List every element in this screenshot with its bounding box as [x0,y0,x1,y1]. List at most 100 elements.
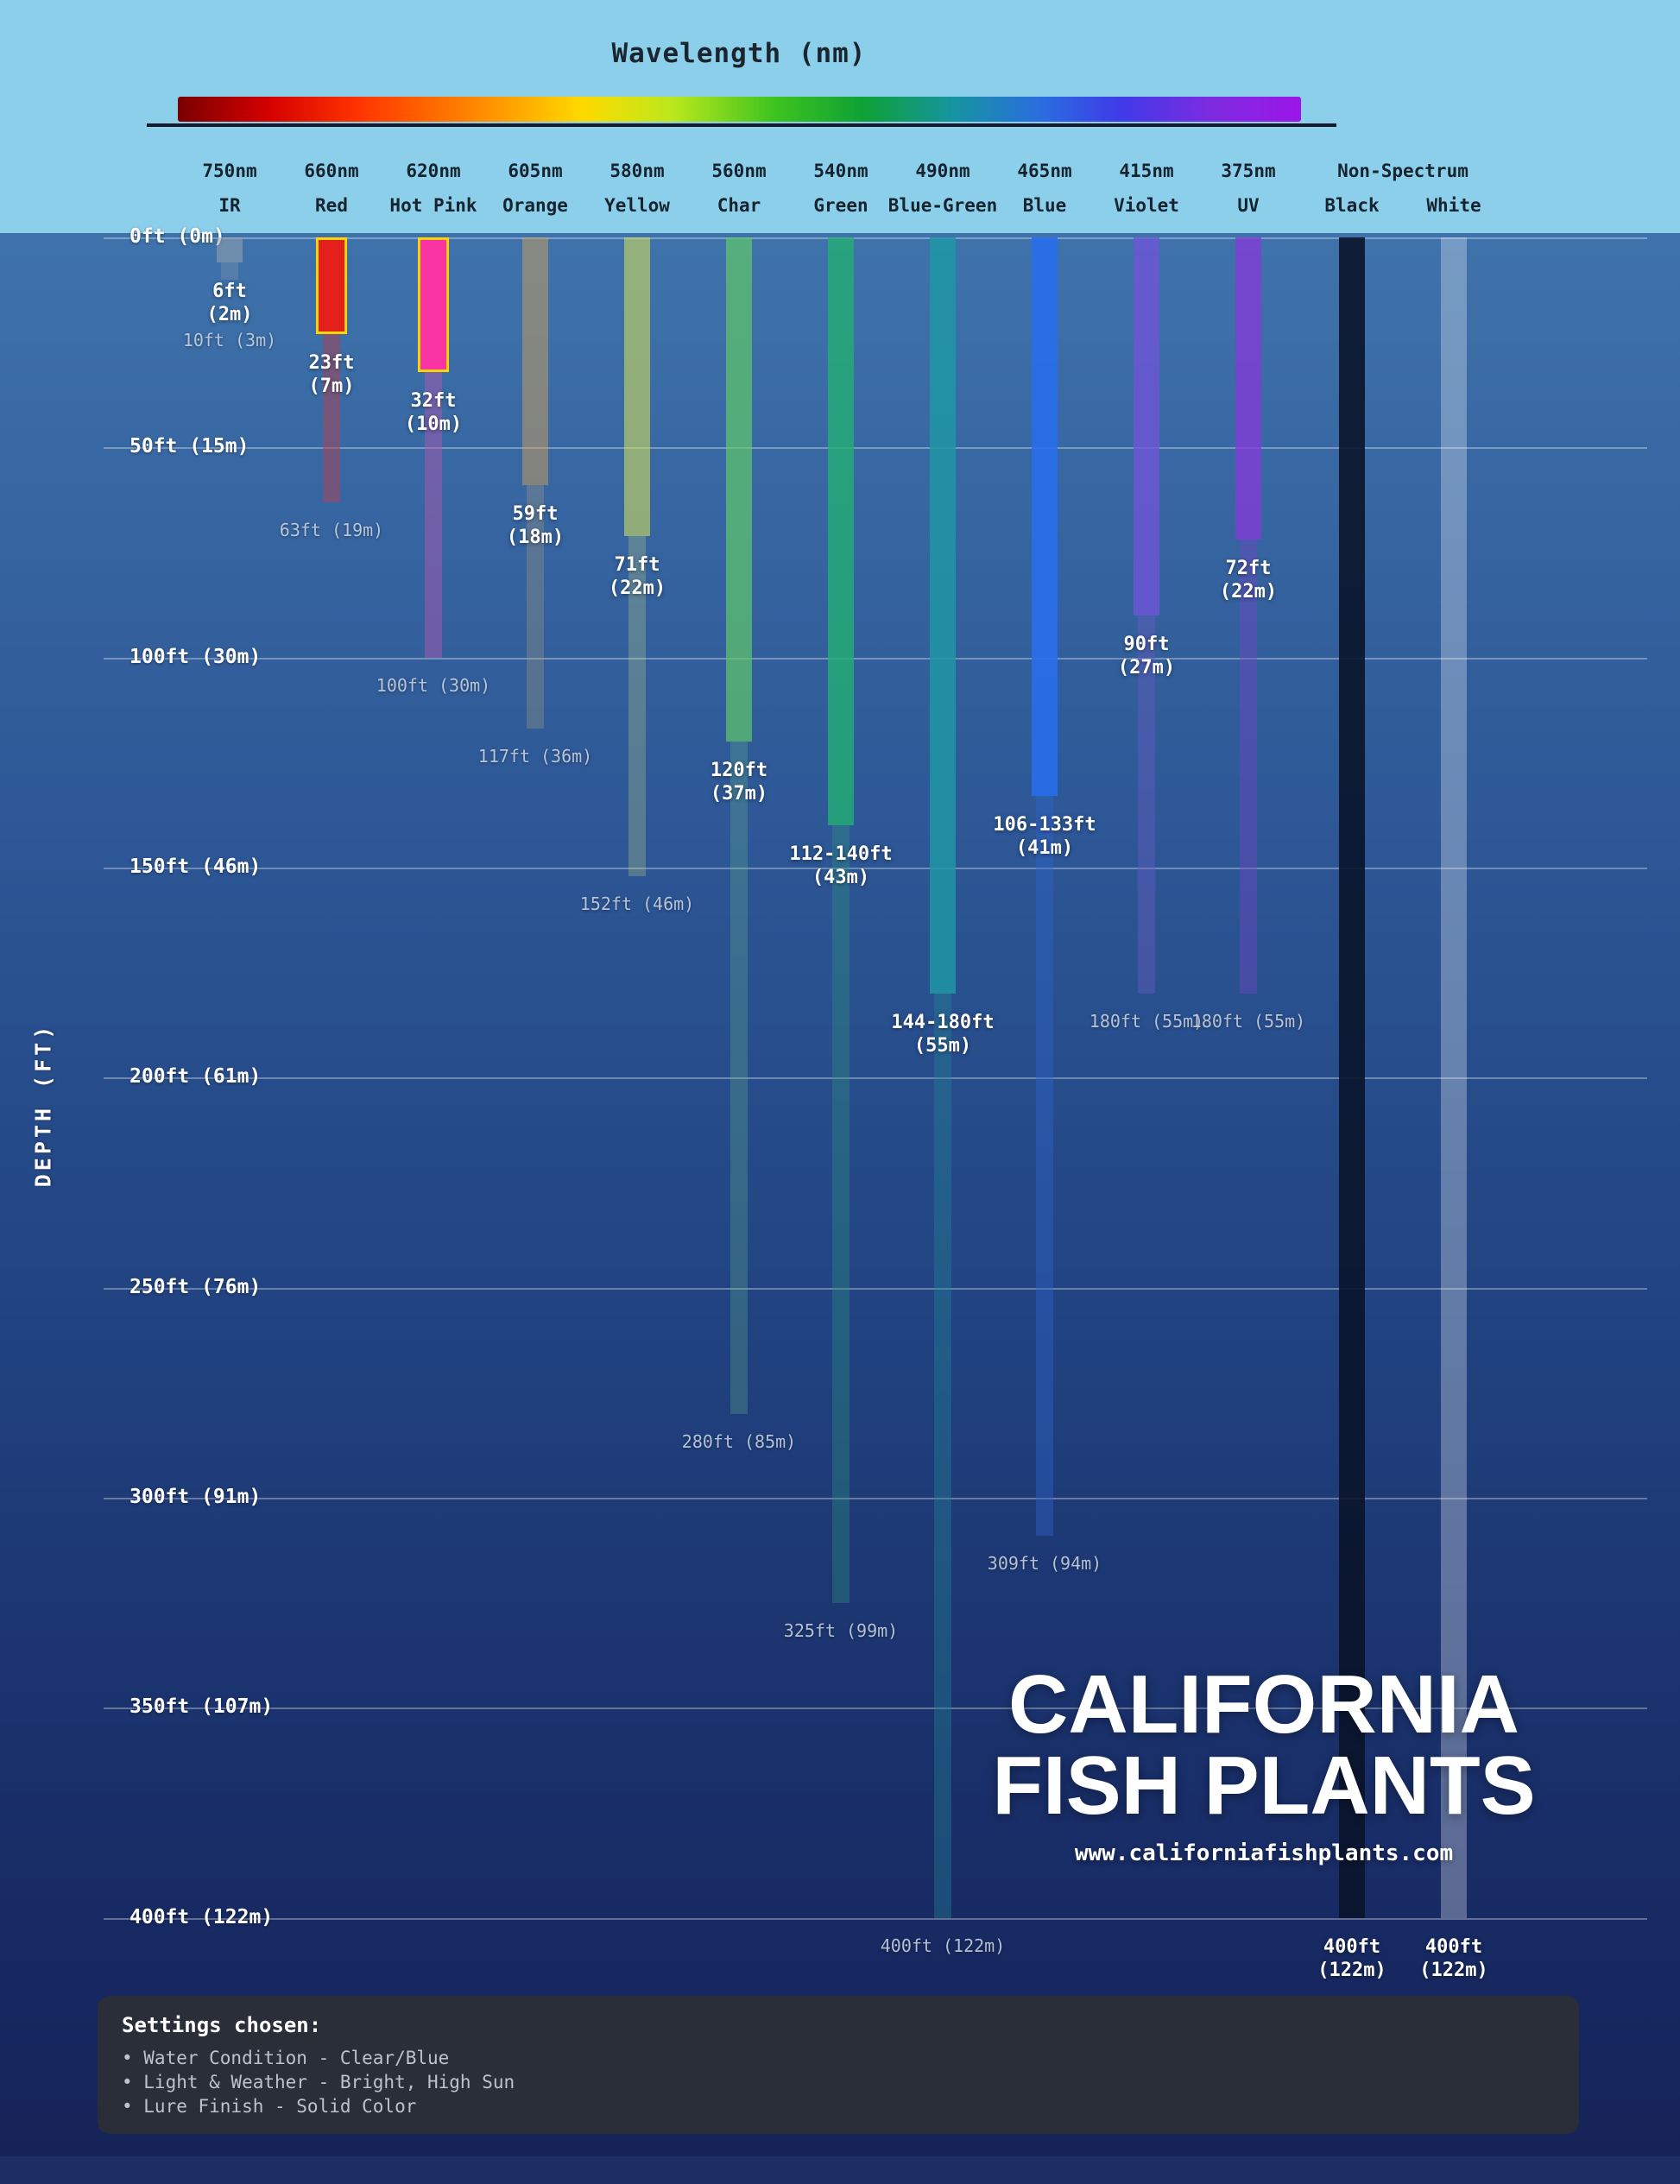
bar-label-m: (43m) [812,867,870,889]
depth-gridline [104,868,1647,870]
bar-label-blue: 106-133ft (41m) [993,813,1096,860]
settings-item: • Light & Weather - Bright, High Sun [122,2072,515,2092]
column-header-char: Char [717,195,761,216]
wavelength-header-green: 540nm [813,161,868,181]
column-header-hot-pink: Hot Pink [389,195,477,216]
column-header-yellow: Yellow [604,195,670,216]
column-header-green: Green [813,195,868,216]
wavelength-header-uv: 375nm [1221,161,1276,181]
bar-label-ft: 6ft [212,281,247,303]
bar-label-white: 400ft (122m) [1419,1935,1487,1982]
depth-gridline [104,1707,1647,1710]
depth-bar-faded-blue-green [934,994,951,1918]
bar-label-m: (22m) [1219,581,1278,603]
bar-label-ft: 144-180ft [891,1012,995,1034]
spectrum-axis-line [147,123,1336,127]
bar-label-blue-green: 144-180ft (55m) [891,1011,994,1057]
bar-faint-label-blue: 309ft (94m) [987,1552,1102,1574]
bar-label-m: (2m) [206,304,253,326]
bar-label-yellow: 71ft (22m) [609,553,666,600]
column-header-blue-green: Blue-Green [887,195,998,216]
bar-label-green: 112-140ft (43m) [789,843,892,889]
bar-label-m: (37m) [710,783,768,805]
depth-bar-bright-orange [522,237,548,486]
chart-title: Wavelength (nm) [611,38,867,69]
depth-bar-bright-hot-pink [418,237,449,372]
bar-faint-label-hot-pink: 100ft (30m) [376,674,491,696]
bar-label-red: 23ft (7m) [309,351,355,398]
depth-gridline [104,1498,1647,1500]
bar-faint-label-blue-green: 400ft (122m) [880,1935,1006,1956]
bar-label-m: (22m) [608,577,666,599]
bar-label-ft: 120ft [710,760,768,782]
settings-item: • Lure Finish - Solid Color [122,2096,417,2117]
bar-label-m: (55m) [913,1035,972,1057]
bar-label-m: (122m) [1419,1959,1488,1981]
depth-bar-bright-white [1441,237,1467,1918]
depth-bar-faded-green [832,825,849,1603]
column-header-white: White [1426,195,1481,216]
wavelength-header-blue-green: 490nm [915,161,970,181]
bar-label-orange: 59ft (18m) [507,502,564,549]
watermark-url: www.californiafishplants.com [1074,1840,1454,1866]
depth-bar-faded-red [323,333,340,502]
column-header-violet: Violet [1114,195,1179,216]
bar-label-m: (18m) [506,527,565,549]
watermark-line1: CALIFORNIA [1008,1658,1519,1751]
bar-label-uv: 72ft (22m) [1220,557,1277,603]
wavelength-header-yellow: 580nm [609,161,665,181]
bar-label-ft: 106-133ft [993,814,1096,836]
bar-label-ir: 6ft (2m) [207,280,253,326]
settings-title: Settings chosen: [122,2013,322,2037]
depth-gridline-label: 250ft (76m) [129,1275,262,1298]
depth-bar-faded-blue [1036,796,1053,1536]
wavelength-header-red: 660nm [304,161,359,181]
watermark-line2: FISH PLANTS [992,1739,1536,1832]
depth-bar-bright-char [726,237,752,742]
bar-faint-label-orange: 117ft (36m) [477,746,593,767]
bar-label-violet: 90ft (27m) [1118,633,1175,679]
wavelength-header-hot-pink: 620nm [406,161,461,181]
depth-bar-faded-uv [1240,540,1257,994]
depth-gridline-label: 300ft (91m) [129,1486,262,1509]
spectrum-gradient-bar [178,97,1301,122]
bar-faint-label-red: 63ft (19m) [279,519,384,540]
header-area: Wavelength (nm) 750nm IR 660nm Red 620nm Hot … [0,0,1680,233]
bar-faint-label-violet: 180ft (55m) [1089,1011,1204,1032]
bar-label-ft: 72ft [1225,558,1272,580]
settings-panel: Settings chosen: • Water Condition - Cle… [98,1996,1579,2134]
footer-strip [0,2156,1680,2184]
depth-bar-bright-ir [217,237,243,263]
column-header-uv: UV [1237,195,1260,216]
bar-label-ft: 90ft [1123,634,1170,656]
bar-faint-label-green: 325ft (99m) [783,1619,899,1641]
column-header-black: Black [1324,195,1380,216]
watermark: CALIFORNIA FISH PLANTS www.californiafis… [992,1658,1536,1867]
depth-bar-bright-uv [1235,237,1261,540]
bar-label-m: (122m) [1317,1959,1386,1981]
depth-bar-bright-black [1339,237,1365,1918]
depth-bar-bright-blue [1032,237,1058,797]
depth-gridline-label: 150ft (46m) [129,855,262,879]
depth-axis-label: DEPTH (FT) [30,1022,56,1188]
bar-label-ft: 23ft [308,351,355,374]
depth-bar-bright-red [316,237,347,334]
column-header-red: Red [315,195,348,216]
wavelength-header-char: 560nm [711,161,767,181]
settings-list: • Water Condition - Clear/Blue • Light & … [122,2046,1555,2118]
wavelength-header-blue: 465nm [1017,161,1072,181]
depth-bar-faded-char [730,742,748,1414]
bar-label-m: (27m) [1117,657,1176,679]
bar-faint-label-yellow: 152ft (46m) [579,893,695,914]
depth-bar-bright-green [828,237,854,826]
bar-faint-label-char: 280ft (85m) [681,1430,797,1452]
bar-label-m: (41m) [1015,837,1074,860]
depth-gridline [104,1077,1647,1080]
bar-label-hot-pink: 32ft (10m) [405,389,462,436]
depth-bar-faded-orange [527,485,544,729]
depth-bar-faded-violet [1138,615,1155,994]
wavelength-header-violet: 415nm [1119,161,1174,181]
depth-gridline [104,237,1647,239]
depth-gridline-label: 100ft (30m) [129,645,262,668]
